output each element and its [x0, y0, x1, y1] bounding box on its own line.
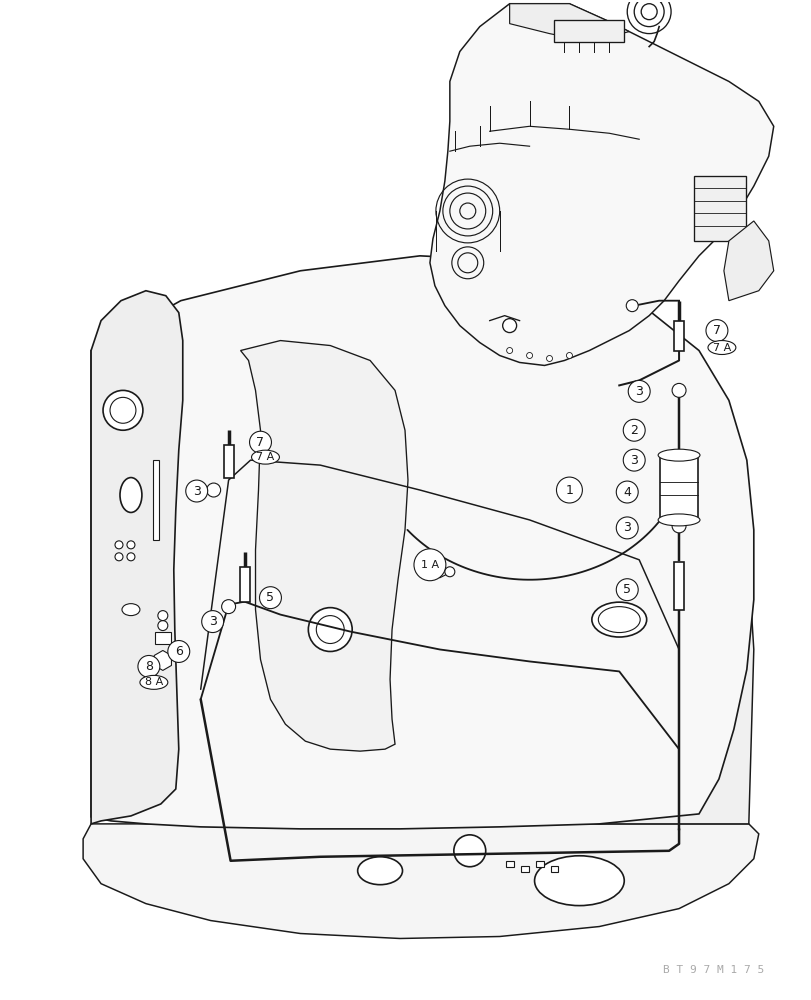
- Circle shape: [616, 517, 637, 539]
- Circle shape: [127, 553, 135, 561]
- Circle shape: [623, 449, 645, 471]
- Circle shape: [705, 320, 727, 342]
- Text: 7: 7: [712, 324, 720, 337]
- Text: 3: 3: [208, 615, 217, 628]
- FancyBboxPatch shape: [673, 562, 683, 610]
- Circle shape: [221, 600, 235, 614]
- Polygon shape: [83, 824, 757, 938]
- Text: 7 A: 7 A: [712, 343, 730, 353]
- Circle shape: [109, 397, 135, 423]
- FancyBboxPatch shape: [550, 866, 558, 872]
- Text: 8 A: 8 A: [144, 677, 163, 687]
- Circle shape: [616, 579, 637, 601]
- Circle shape: [414, 549, 445, 581]
- Ellipse shape: [658, 449, 699, 461]
- Circle shape: [308, 608, 352, 651]
- Polygon shape: [91, 291, 182, 824]
- Text: 5: 5: [266, 591, 274, 604]
- Circle shape: [616, 481, 637, 503]
- Text: 7: 7: [256, 436, 264, 449]
- FancyBboxPatch shape: [659, 455, 697, 520]
- Polygon shape: [497, 445, 753, 824]
- Text: 7 A: 7 A: [256, 452, 274, 462]
- Ellipse shape: [707, 341, 735, 354]
- Circle shape: [207, 483, 221, 497]
- FancyBboxPatch shape: [520, 866, 528, 872]
- Polygon shape: [429, 4, 773, 365]
- FancyBboxPatch shape: [693, 176, 745, 241]
- Circle shape: [444, 567, 454, 577]
- Circle shape: [556, 477, 581, 503]
- Circle shape: [672, 519, 685, 533]
- FancyBboxPatch shape: [505, 861, 513, 867]
- Text: 3: 3: [192, 485, 200, 498]
- FancyBboxPatch shape: [239, 567, 249, 602]
- Ellipse shape: [120, 478, 142, 512]
- Circle shape: [201, 611, 223, 633]
- FancyBboxPatch shape: [535, 861, 543, 867]
- Circle shape: [138, 655, 160, 677]
- Text: 1 A: 1 A: [420, 560, 439, 570]
- Circle shape: [186, 480, 208, 502]
- FancyBboxPatch shape: [554, 20, 624, 42]
- Ellipse shape: [534, 856, 624, 906]
- Ellipse shape: [139, 675, 168, 689]
- Text: 6: 6: [174, 645, 182, 658]
- Ellipse shape: [658, 514, 699, 526]
- FancyBboxPatch shape: [223, 445, 234, 478]
- FancyBboxPatch shape: [152, 460, 159, 540]
- Circle shape: [316, 616, 344, 644]
- Text: 1: 1: [564, 484, 573, 497]
- Circle shape: [168, 641, 190, 662]
- Circle shape: [103, 390, 143, 430]
- Text: 5: 5: [623, 583, 630, 596]
- Circle shape: [623, 419, 645, 441]
- Circle shape: [115, 541, 122, 549]
- Circle shape: [672, 383, 685, 397]
- Text: 4: 4: [623, 486, 630, 499]
- Circle shape: [506, 348, 512, 354]
- Polygon shape: [91, 256, 753, 829]
- Text: 3: 3: [634, 385, 642, 398]
- Circle shape: [625, 300, 637, 312]
- Circle shape: [260, 587, 281, 609]
- Text: 3: 3: [623, 521, 630, 534]
- Circle shape: [249, 431, 271, 453]
- FancyBboxPatch shape: [673, 321, 683, 351]
- Circle shape: [546, 355, 551, 361]
- Ellipse shape: [251, 450, 279, 464]
- Polygon shape: [723, 221, 773, 301]
- Polygon shape: [240, 341, 407, 751]
- Circle shape: [502, 319, 516, 333]
- Text: 2: 2: [629, 424, 637, 437]
- Circle shape: [127, 541, 135, 549]
- Text: 3: 3: [629, 454, 637, 467]
- Ellipse shape: [357, 857, 402, 885]
- Ellipse shape: [598, 607, 639, 633]
- Circle shape: [115, 553, 122, 561]
- Circle shape: [526, 353, 532, 358]
- Circle shape: [157, 611, 168, 621]
- Polygon shape: [154, 650, 171, 670]
- Text: B T 9 7 M 1 7 5: B T 9 7 M 1 7 5: [663, 965, 764, 975]
- Circle shape: [628, 380, 650, 402]
- Circle shape: [453, 835, 485, 867]
- Text: 8: 8: [144, 660, 152, 673]
- Ellipse shape: [122, 604, 139, 616]
- Circle shape: [566, 353, 572, 358]
- Polygon shape: [509, 4, 629, 42]
- Ellipse shape: [591, 602, 646, 637]
- FancyBboxPatch shape: [155, 632, 170, 644]
- Circle shape: [157, 621, 168, 631]
